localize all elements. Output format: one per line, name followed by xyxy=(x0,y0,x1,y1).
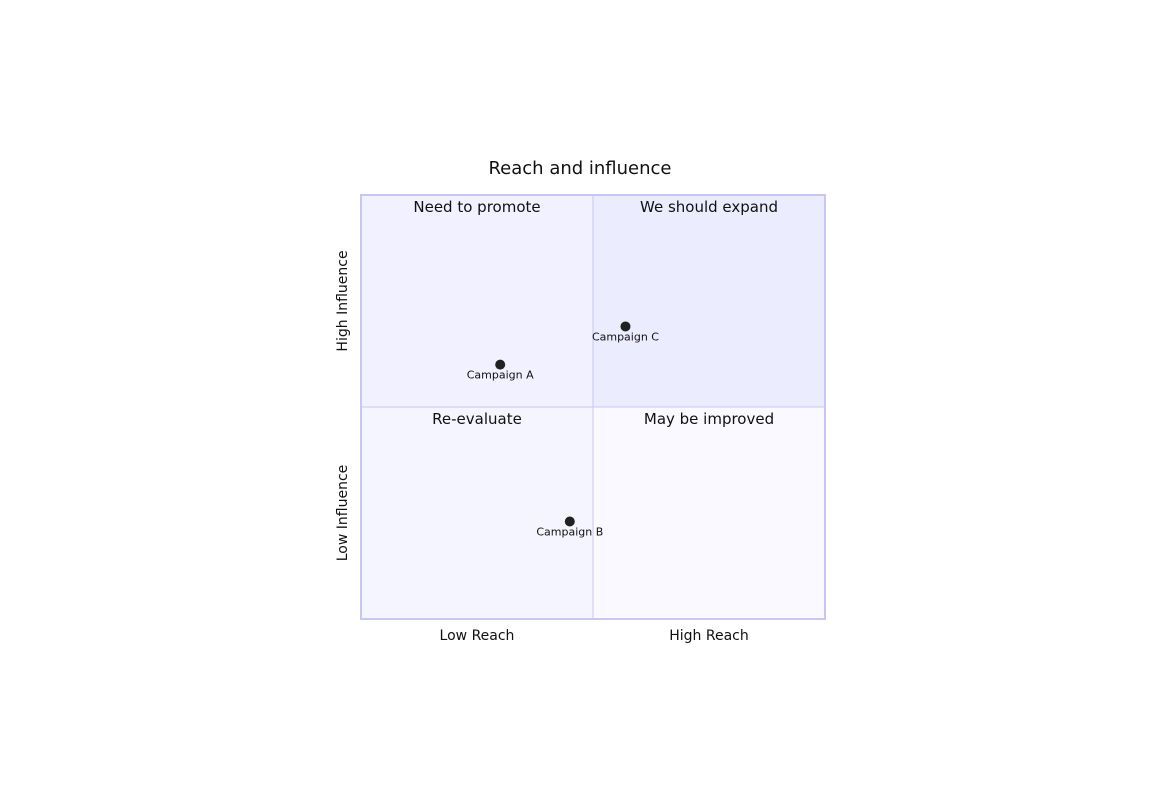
quadrant-label-top-left: Need to promote xyxy=(413,198,540,216)
plot-border xyxy=(360,194,826,620)
quadrant-bottom-left xyxy=(361,407,593,619)
data-point xyxy=(620,321,631,332)
quadrant-label-top-right: We should expand xyxy=(640,198,778,216)
quadrant-label-bottom-left: Re-evaluate xyxy=(432,410,522,428)
quadrant-label-bottom-right: May be improved xyxy=(644,410,774,428)
chart-title: Reach and influence xyxy=(488,158,671,179)
y-axis-high-label: High Influence xyxy=(335,250,351,351)
data-points: Campaign A Campaign B Campaign C xyxy=(467,321,659,538)
quadrant-grid xyxy=(360,194,826,620)
data-point-label: Campaign B xyxy=(536,525,603,538)
quadrant-bottom-right xyxy=(593,407,825,619)
data-point-label: Campaign A xyxy=(467,369,534,382)
data-point xyxy=(564,516,575,527)
data-point-label: Campaign C xyxy=(592,330,659,343)
data-point xyxy=(495,359,506,370)
x-axis-low-label: Low Reach xyxy=(440,628,515,644)
y-axis-low-label: Low Influence xyxy=(335,465,351,562)
quadrant-top-left xyxy=(361,195,593,407)
quadrant-top-right xyxy=(593,195,825,407)
x-axis-high-label: High Reach xyxy=(669,628,749,644)
